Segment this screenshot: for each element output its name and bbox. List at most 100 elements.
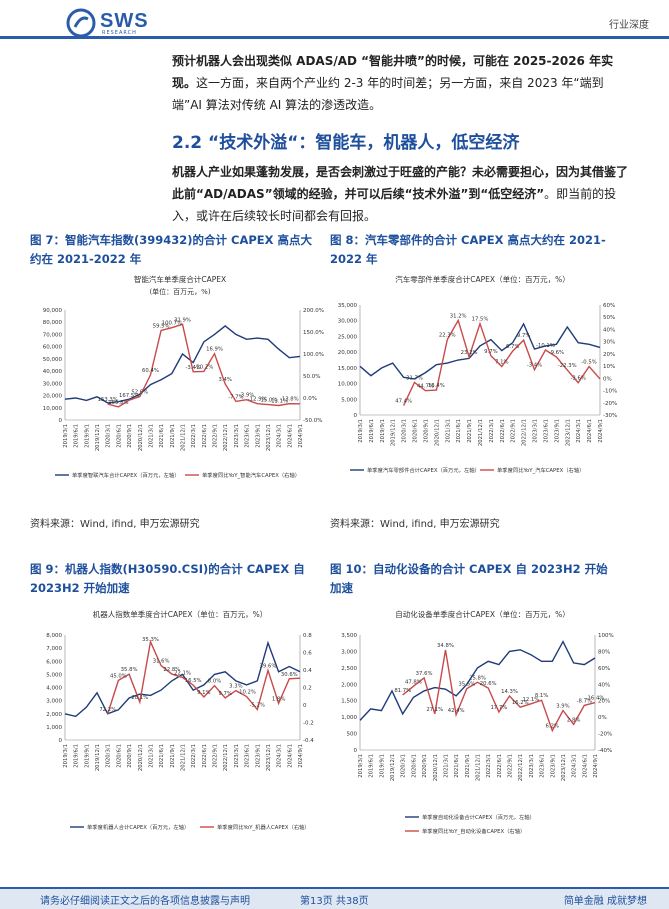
x-tick-label: 2019/3/1 <box>358 754 364 778</box>
y-right-tick-label: -50.0% <box>303 418 322 424</box>
y-left-tick-label: 1,500 <box>341 699 357 705</box>
y-left-tick-label: 15,000 <box>338 366 358 372</box>
data-label: 16.9% <box>206 347 223 353</box>
data-label: -10.2% <box>237 690 256 696</box>
y-left-tick-label: 20,000 <box>338 350 358 356</box>
y-left-tick-label: 35,000 <box>338 303 358 309</box>
x-tick-label: 2019/6/1 <box>74 424 80 448</box>
legend-label-yoy: 单季度同比YoY_汽车CAPEX（右轴） <box>497 466 584 474</box>
y-left-tick-label: 500 <box>347 732 358 738</box>
x-tick-label: 2020/12/1 <box>433 754 439 781</box>
data-label: 20.6% <box>480 681 497 687</box>
data-label: 17.5% <box>472 317 489 323</box>
data-label: 31.6% <box>153 659 170 665</box>
data-label: 47.8% <box>405 679 422 685</box>
x-tick-label: 2019/6/1 <box>74 744 80 768</box>
y-left-tick-label: 25,000 <box>338 334 358 340</box>
x-tick-label: 2022/6/1 <box>500 419 506 443</box>
x-tick-label: 2021/12/1 <box>181 744 187 771</box>
y-left-tick-label: 90,000 <box>43 308 63 314</box>
data-label: 47.4% <box>395 399 412 405</box>
data-label: 31.9% <box>174 317 191 323</box>
data-label: 52.6% <box>131 390 148 396</box>
data-label: 18.4% <box>428 383 445 389</box>
data-label: -3.6% <box>570 376 585 382</box>
data-label: -7.7% <box>228 394 243 400</box>
x-tick-label: 2021/3/1 <box>443 754 449 778</box>
data-label: 22.1% <box>174 670 191 676</box>
x-tick-label: 2019/6/1 <box>369 754 375 778</box>
x-tick-label: 2019/3/1 <box>63 424 69 448</box>
y-right-tick-label: 40% <box>598 682 610 688</box>
x-tick-label: 2019/12/1 <box>95 424 101 451</box>
data-label: -15.0% <box>259 398 278 404</box>
y-left-tick-label: 0 <box>59 418 63 424</box>
x-tick-label: 2021/3/1 <box>148 744 154 768</box>
x-tick-label: 2020/3/1 <box>106 424 112 448</box>
x-tick-label: 2020/12/1 <box>138 424 144 451</box>
data-label: 42.4% <box>448 708 465 714</box>
data-label: 153.3% <box>98 397 118 403</box>
data-label: -0.5% <box>581 359 596 365</box>
x-tick-label: 2024/6/1 <box>582 754 588 778</box>
x-tick-label: 2022/9/1 <box>508 754 514 778</box>
figure-10-title: 图 10：自动化设备的合计 CAPEX 自 2023H2 开始加速 <box>330 562 608 595</box>
footer-rule <box>0 887 669 889</box>
series-capex-line <box>64 325 301 404</box>
data-label: 30.6% <box>281 672 298 678</box>
x-tick-label: 2023/3/1 <box>234 744 240 768</box>
x-tick-label: 2022/6/1 <box>497 754 503 778</box>
x-tick-label: 2021/6/1 <box>456 419 462 443</box>
y-left-tick-label: 6,000 <box>46 659 62 665</box>
y-right-tick-label: 0% <box>603 376 612 382</box>
x-tick-label: 2023/12/1 <box>561 754 567 781</box>
x-tick-label: 2022/12/1 <box>223 424 229 451</box>
y-right-tick-label: 0.8 <box>303 633 312 639</box>
y-right-tick-label: 200.0% <box>303 308 324 314</box>
y-left-tick-label: 30,000 <box>338 319 358 325</box>
y-left-tick-label: 1,000 <box>341 715 357 721</box>
y-right-tick-label: 100% <box>598 633 614 639</box>
figure-7-chart: 智能汽车单季度合计CAPEX (单位：百万元，%) 0 10,000 20,000 30,… <box>30 270 330 505</box>
x-tick-label: 2023/3/1 <box>234 424 240 448</box>
y-right-tick-label: 0 <box>303 703 307 709</box>
x-tick-label: 2020/6/1 <box>411 754 417 778</box>
x-tick-label: 2019/9/1 <box>379 754 385 778</box>
x-tick-label: 2021/6/1 <box>159 744 165 768</box>
x-tick-label: 2020/3/1 <box>402 419 408 443</box>
figure-9-chart: 机器人指数单季度合计CAPEX（单位：百万元，%） 0 1,000 2,000 3,00… <box>30 605 330 845</box>
y-left-tick-label: 3,000 <box>341 649 357 655</box>
y-right-tick-label: -0.2 <box>303 721 314 727</box>
data-label: 17.7% <box>490 705 507 711</box>
data-label: 31.7% <box>406 375 423 381</box>
x-tick-label: 2019/3/1 <box>63 744 69 768</box>
data-label: -3.9% <box>239 393 254 399</box>
x-tick-label: 2020/3/1 <box>106 744 112 768</box>
x-tick-label: 2024/3/1 <box>572 754 578 778</box>
section-title: 2.2 “技术外溢“：智能车，机器人，低空经济 <box>172 133 520 153</box>
data-label: 8.0% <box>208 679 221 685</box>
x-tick-label: 2021/9/1 <box>465 754 471 778</box>
x-tick-label: 2023/6/1 <box>540 754 546 778</box>
y-left-tick-label: 10,000 <box>43 406 63 412</box>
x-tick-label: 2022/3/1 <box>191 744 197 768</box>
y-left-tick-label: 0 <box>59 738 63 744</box>
intro-rest: 这一方面，来自两个产业约 2-3 年的时间差；另一方面，来自 2023 年“端到… <box>172 76 604 112</box>
y-left-tick-label: 50,000 <box>43 357 63 363</box>
data-label: -10.1% <box>536 343 555 349</box>
x-tick-label: 2020/6/1 <box>413 419 419 443</box>
series-yoy-line <box>402 318 601 406</box>
data-label: 45.0% <box>110 673 127 679</box>
chart-title: 自动化设备单季度合计CAPEX（单位：百万元，%） <box>395 609 569 619</box>
figure-7-title: 图 7：智能汽车指数(399432)的合计 CAPEX 高点大约在 2021-2… <box>30 233 313 266</box>
data-label: 167.5% <box>119 393 139 399</box>
x-tick-label: 2019/12/1 <box>95 744 101 771</box>
data-label: -16.4% <box>586 696 605 702</box>
x-tick-label: 2023/12/1 <box>266 424 272 451</box>
y-right-tick-label: 50% <box>603 315 615 321</box>
data-label: 81.7% <box>394 688 411 694</box>
data-label: -12.9% <box>248 397 267 403</box>
data-label: 2.8% <box>567 717 580 723</box>
y-right-tick-label: 60% <box>603 303 615 309</box>
x-tick-label: 2024/9/1 <box>298 744 304 768</box>
